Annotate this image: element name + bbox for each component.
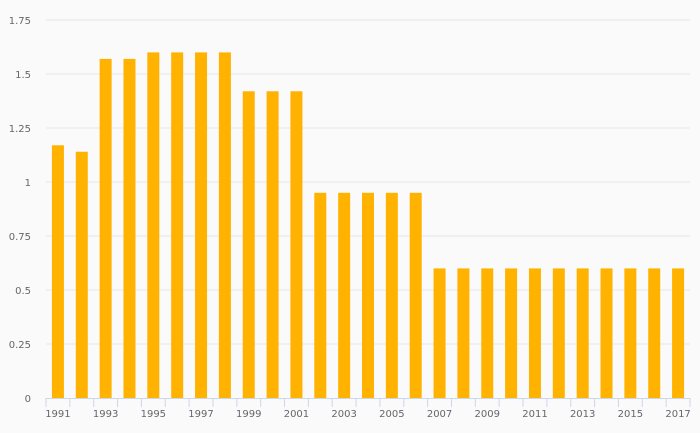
x-tick-label: 1995 (141, 409, 166, 420)
bar-2013 (576, 268, 589, 398)
bar-2001 (290, 91, 303, 398)
y-tick-label: 1 (25, 178, 31, 189)
bar-2004 (362, 192, 374, 398)
bar-2017 (672, 268, 685, 398)
bar-1992 (75, 151, 88, 398)
bar-1999 (242, 91, 255, 398)
x-tick-label: 2009 (475, 409, 500, 420)
bar-2011 (528, 268, 541, 398)
bar-2000 (266, 91, 279, 398)
y-tick-label: 1.75 (9, 16, 31, 27)
x-tick-label: 2011 (522, 409, 547, 420)
y-tick-label: 0 (25, 394, 31, 405)
x-tick-label: 2013 (570, 409, 595, 420)
bar-1991 (51, 145, 64, 398)
bar-2007 (433, 268, 446, 398)
bar-2005 (385, 192, 398, 398)
x-tick-label: 1997 (188, 409, 213, 420)
x-tick-label: 2005 (379, 409, 404, 420)
x-tick-label: 2007 (427, 409, 452, 420)
bar-2008 (457, 268, 470, 398)
x-tick-label: 1993 (93, 409, 118, 420)
bar-1998 (218, 52, 231, 399)
y-tick-label: 0.25 (9, 340, 31, 351)
x-tick-label: 1991 (45, 409, 70, 420)
bar-2006 (409, 192, 422, 398)
y-tick-label: 1.5 (15, 70, 31, 81)
x-tick-label: 2003 (331, 409, 356, 420)
bar-2003 (338, 192, 351, 398)
bar-2002 (314, 192, 327, 398)
x-tick-label: 1999 (236, 409, 261, 420)
bar-1994 (123, 58, 136, 398)
y-tick-label: 0.5 (15, 286, 31, 297)
y-tick-label: 0.75 (9, 232, 31, 243)
bar-1996 (171, 52, 184, 399)
x-tick-label: 2017 (665, 409, 690, 420)
x-tick-label: 2001 (284, 409, 309, 420)
bar-2010 (505, 268, 518, 398)
bar-1997 (195, 52, 208, 399)
x-tick-label: 2015 (618, 409, 643, 420)
bar-2009 (481, 268, 494, 398)
bar-2014 (600, 268, 613, 398)
bar-2015 (624, 268, 637, 398)
bar-2016 (648, 268, 661, 398)
y-tick-label: 1.25 (9, 124, 31, 135)
bar-1995 (147, 52, 160, 399)
bar-1993 (99, 58, 112, 398)
bar-2012 (552, 268, 565, 398)
